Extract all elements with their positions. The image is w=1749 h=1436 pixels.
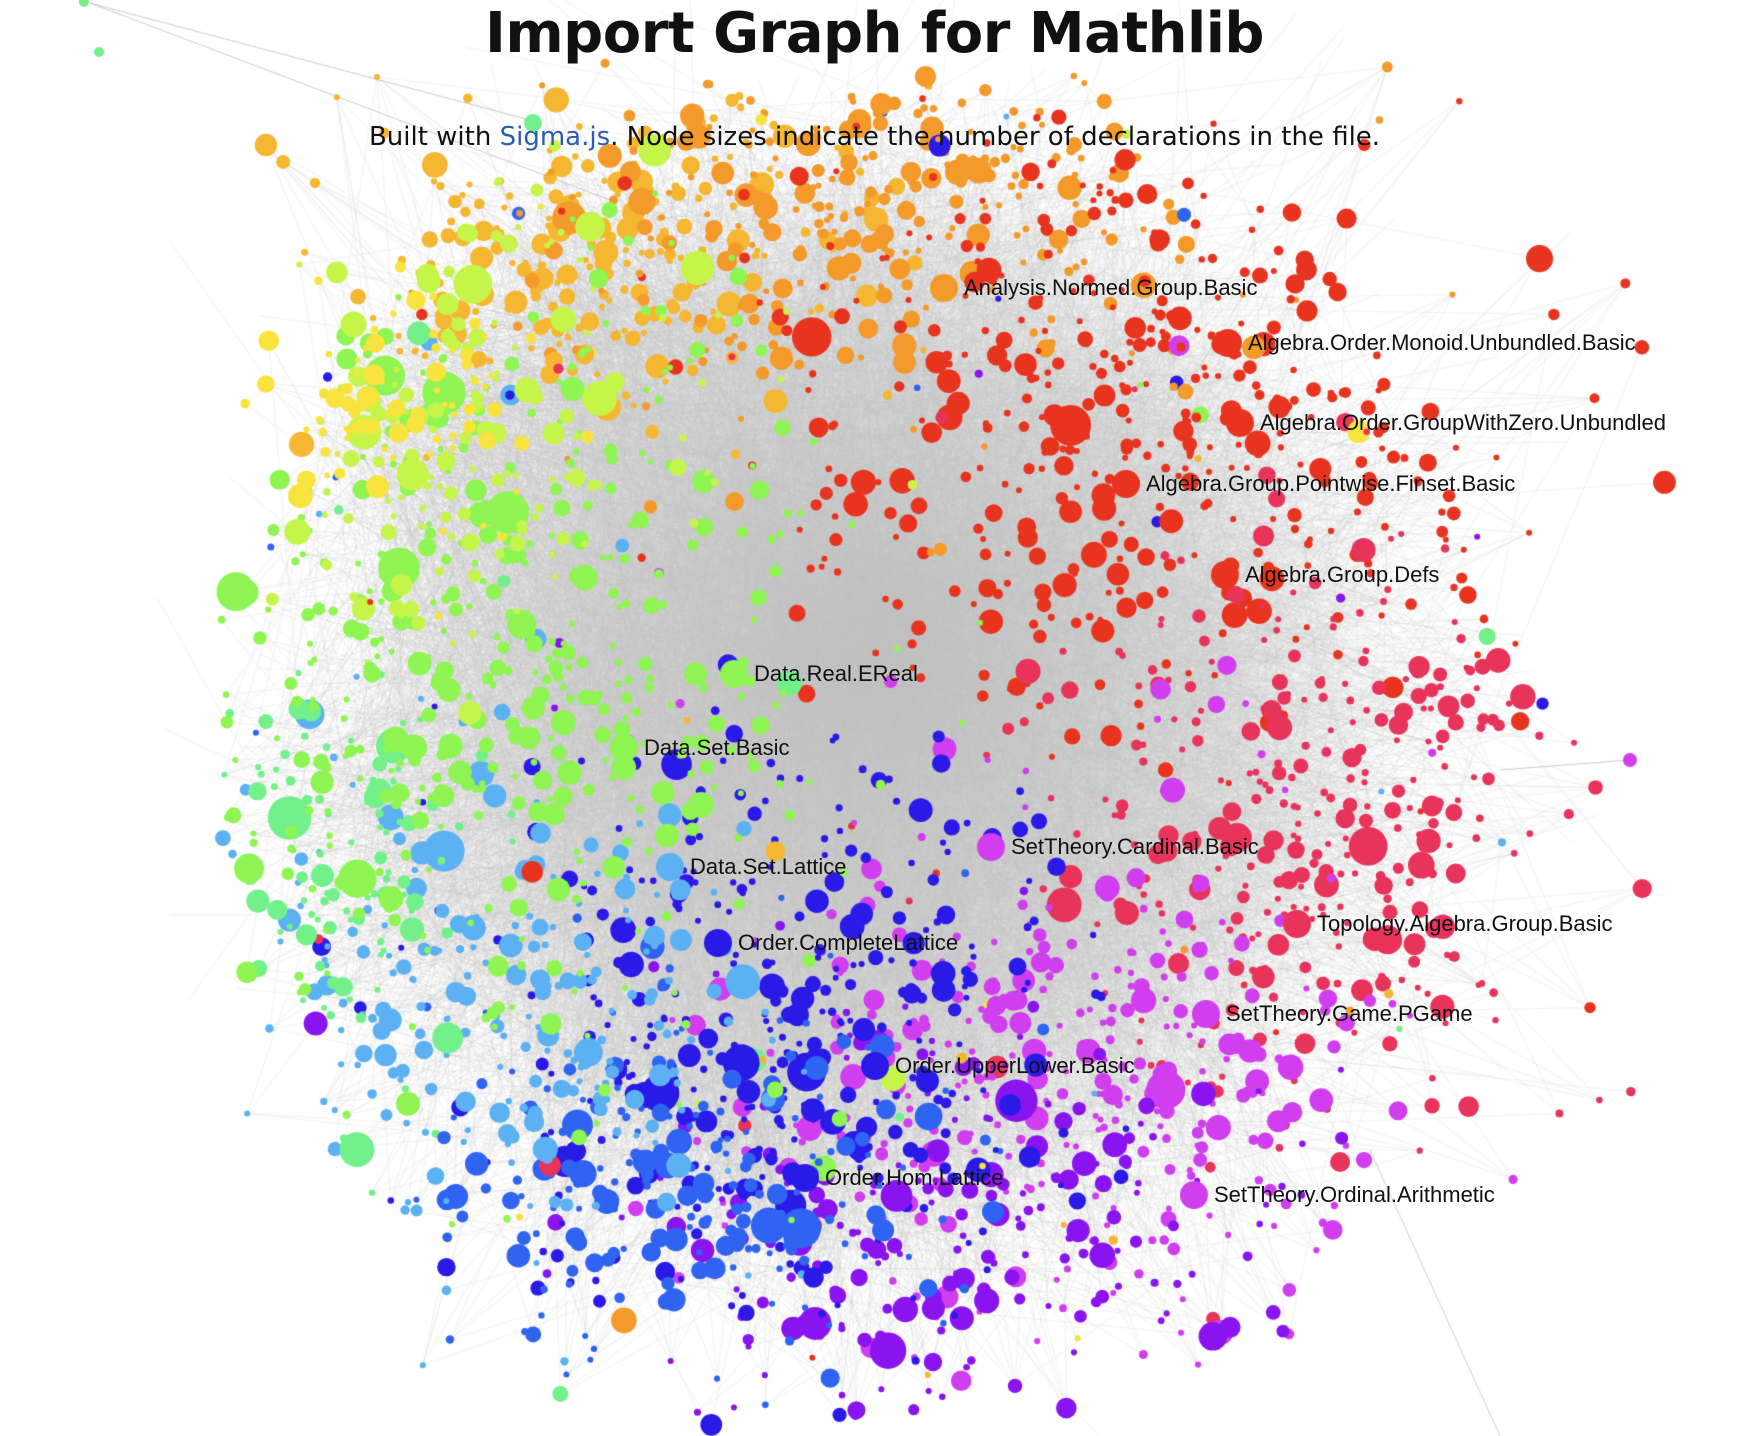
node-label[interactable]: SetTheory.Ordinal.Arithmetic — [1214, 1182, 1495, 1207]
subtitle-suffix: . Node sizes indicate the number of decl… — [610, 122, 1381, 152]
node-label[interactable]: Order.CompleteLattice — [738, 930, 959, 955]
node-label[interactable]: Order.UpperLower.Basic — [895, 1053, 1135, 1078]
node-label[interactable]: Analysis.Normed.Group.Basic — [964, 275, 1258, 300]
node-label[interactable]: Data.Set.Lattice — [690, 854, 847, 879]
node-label[interactable]: Data.Set.Basic — [644, 735, 790, 760]
subtitle-prefix: Built with — [368, 122, 500, 152]
node-label[interactable]: Algebra.Order.GroupWithZero.Unbundled — [1260, 410, 1666, 435]
node-label[interactable]: SetTheory.Cardinal.Basic — [1011, 834, 1259, 859]
node-label[interactable]: Algebra.Group.Defs — [1245, 562, 1440, 587]
node-label[interactable]: Topology.Algebra.Group.Basic — [1317, 911, 1613, 936]
sigma-js-link[interactable]: Sigma.js — [499, 122, 611, 152]
page-subtitle: Built with Sigma.js. Node sizes indicate… — [0, 121, 1749, 153]
node-label[interactable]: Data.Real.EReal — [754, 661, 918, 686]
page-title: Import Graph for Mathlib — [484, 1, 1265, 66]
node-label[interactable]: Order.Hom.Lattice — [825, 1165, 1004, 1190]
node-label[interactable]: Algebra.Order.Monoid.Unbundled.Basic — [1248, 330, 1636, 355]
node-label[interactable]: Algebra.Group.Pointwise.Finset.Basic — [1146, 471, 1516, 496]
node-label[interactable]: SetTheory.Game.PGame — [1226, 1001, 1473, 1026]
